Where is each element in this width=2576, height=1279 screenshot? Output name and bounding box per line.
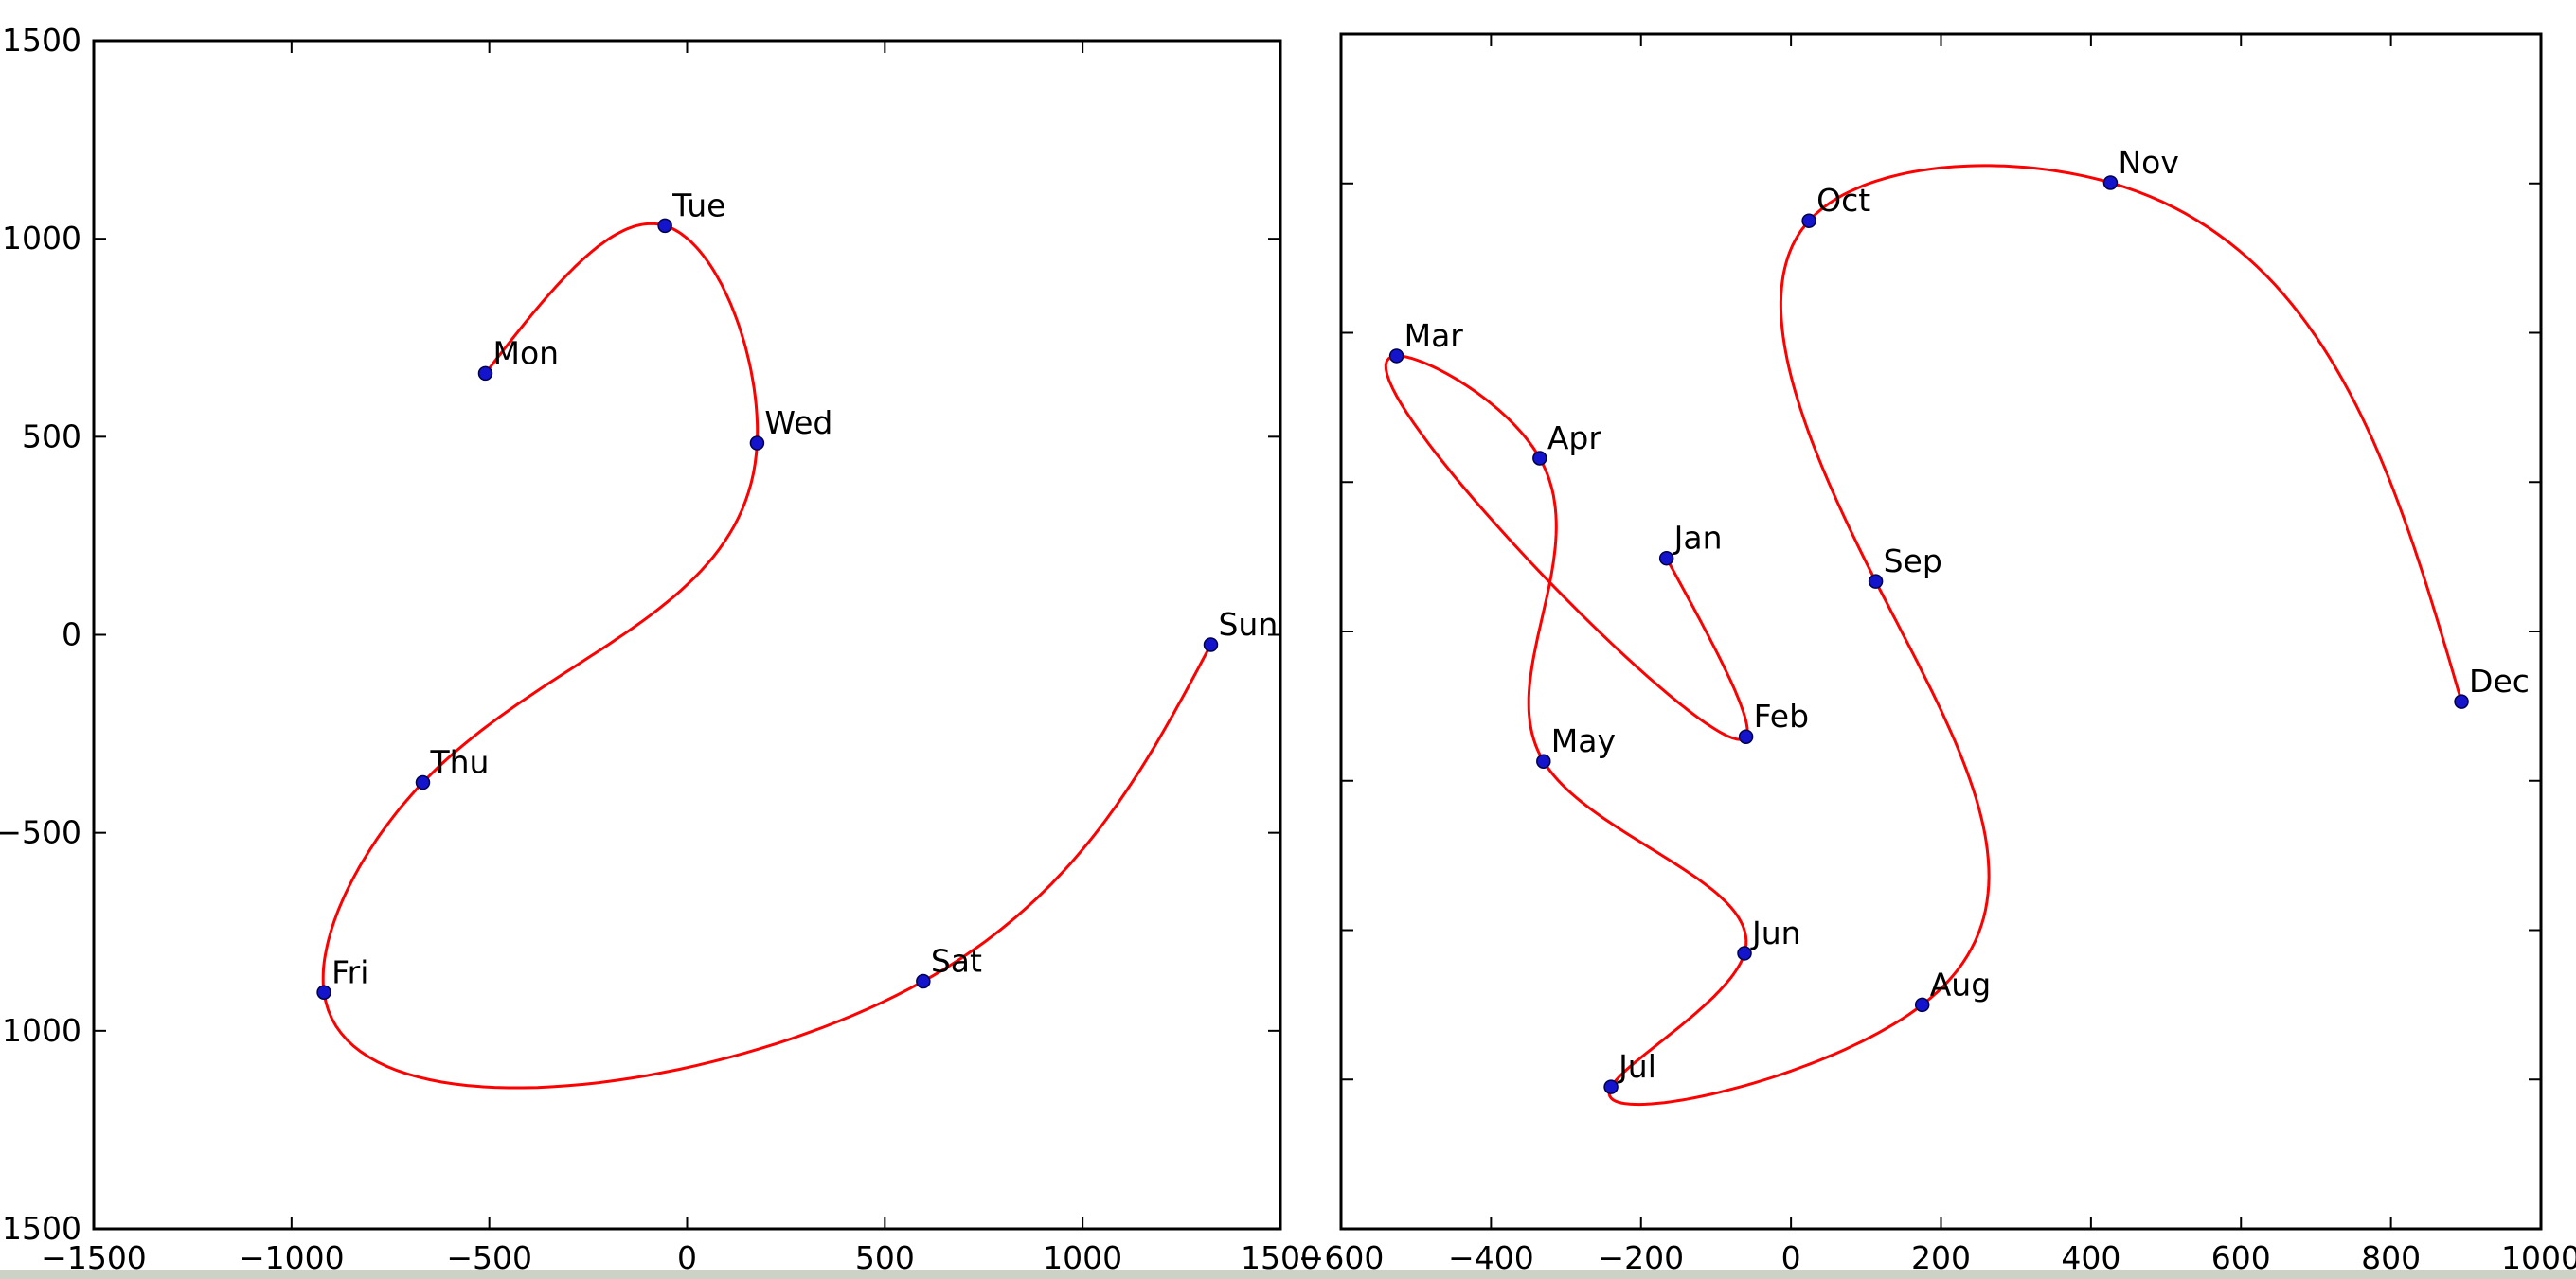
data-point-Jul (1603, 1079, 1619, 1094)
y-tick-label: 0 (62, 616, 81, 653)
x-tick-label: −200 (1598, 1239, 1684, 1276)
axes-frame-months (1339, 32, 2543, 1231)
x-tick-label: 0 (677, 1239, 697, 1276)
data-point-Mar (1388, 348, 1404, 364)
y-tick-label: −1500 (0, 1210, 81, 1247)
data-point-Wed (749, 435, 765, 451)
point-label-Jul: Jul (1617, 1048, 1656, 1085)
data-point-Oct (1801, 213, 1816, 228)
data-point-Apr (1532, 451, 1547, 466)
data-point-Sat (916, 973, 931, 989)
x-tick-label: −400 (1448, 1239, 1534, 1276)
x-tick-label: 1000 (2501, 1239, 2576, 1276)
x-tick-label: 1000 (1043, 1239, 1122, 1276)
x-tick-label: 600 (2211, 1239, 2271, 1276)
data-point-Sep (1868, 574, 1884, 589)
y-tick-label: 500 (22, 417, 81, 454)
data-point-Jun (1737, 946, 1752, 961)
point-label-Sat: Sat (931, 943, 982, 980)
point-label-Thu: Thu (429, 744, 489, 781)
data-point-Aug (1914, 997, 1930, 1013)
point-label-Mon: Mon (492, 334, 559, 371)
y-tick-label: 1500 (2, 22, 81, 59)
point-label-Tue: Tue (671, 187, 725, 223)
x-tick-label: 0 (1781, 1239, 1801, 1276)
data-point-Nov (2102, 175, 2119, 190)
point-label-Nov: Nov (2118, 144, 2178, 181)
y-tick-label: −1000 (0, 1012, 81, 1049)
data-point-Dec (2454, 694, 2469, 709)
data-point-Sun (1203, 637, 1219, 652)
x-tick-label: −600 (1298, 1239, 1385, 1276)
point-label-Jan: Jan (1673, 520, 1723, 557)
point-label-Mar: Mar (1404, 317, 1464, 354)
x-tick-label: 800 (2361, 1239, 2421, 1276)
data-point-Tue (657, 218, 672, 234)
data-point-May (1536, 754, 1551, 769)
point-label-Wed: Wed (764, 404, 832, 441)
x-tick-label: 200 (1911, 1239, 1971, 1276)
y-tick-label: −500 (0, 814, 81, 851)
y-tick-label: 1000 (2, 220, 81, 257)
desktop-edge-strip (0, 1270, 2576, 1279)
data-point-Jan (1658, 550, 1674, 566)
point-label-Fri: Fri (331, 953, 368, 990)
data-point-Fri (316, 985, 331, 1001)
point-label-Oct: Oct (1816, 182, 1870, 219)
x-tick-label: 500 (855, 1239, 915, 1276)
spline-curve-months (1384, 164, 2463, 1107)
x-tick-label: −1000 (239, 1239, 345, 1276)
x-tick-label: −1500 (41, 1239, 147, 1276)
point-label-May: May (1551, 722, 1616, 759)
point-label-Sep: Sep (1884, 542, 1942, 579)
point-label-Feb: Feb (1754, 698, 1809, 735)
x-tick-label: 400 (2061, 1239, 2120, 1276)
spline-curve-weekdays (321, 222, 1212, 1090)
data-point-Feb (1738, 729, 1754, 744)
data-point-Mon (477, 365, 493, 382)
point-label-Apr: Apr (1547, 419, 1602, 456)
point-label-Sun: Sun (1218, 606, 1278, 643)
point-label-Aug: Aug (1930, 966, 1991, 1003)
point-label-Jun: Jun (1750, 915, 1801, 951)
x-tick-label: −500 (446, 1239, 532, 1276)
data-point-Thu (415, 774, 431, 790)
point-label-Dec: Dec (2469, 663, 2530, 700)
x-tick-label: 1500 (1241, 1239, 1320, 1276)
